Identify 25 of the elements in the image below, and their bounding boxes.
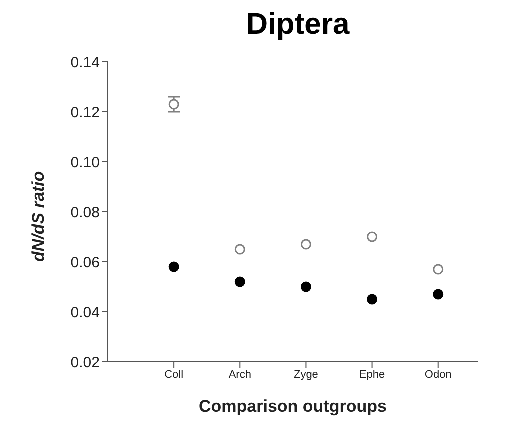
point — [234, 276, 246, 288]
point — [433, 289, 444, 300]
x-tick-label: Ephe — [359, 368, 386, 381]
x-tick-label: Coll — [164, 368, 184, 381]
point — [367, 232, 378, 242]
point — [234, 244, 246, 255]
point — [367, 294, 378, 305]
point — [168, 99, 180, 110]
chart-title: Diptera — [245, 8, 351, 43]
y-tick-label: 0.14 — [70, 54, 100, 72]
point — [300, 282, 312, 292]
point — [433, 264, 444, 275]
y-tick-label: 0.10 — [70, 154, 100, 172]
x-tick-label: Arch — [228, 368, 252, 381]
point — [300, 239, 312, 250]
y-tick-label: 0.02 — [70, 354, 100, 372]
x-tick-label: Odon — [424, 368, 452, 381]
y-tick-label: 0.06 — [70, 254, 100, 272]
point — [168, 262, 180, 272]
x-axis-title: Comparison outgroups — [199, 397, 387, 416]
y-tick-label: 0.08 — [70, 204, 100, 222]
x-tick-label: Zyge — [294, 368, 318, 381]
y-tick-label: 0.04 — [70, 304, 100, 322]
y-axis-title: dN/dS ratio — [29, 171, 48, 262]
y-tick-label: 0.12 — [70, 104, 100, 122]
